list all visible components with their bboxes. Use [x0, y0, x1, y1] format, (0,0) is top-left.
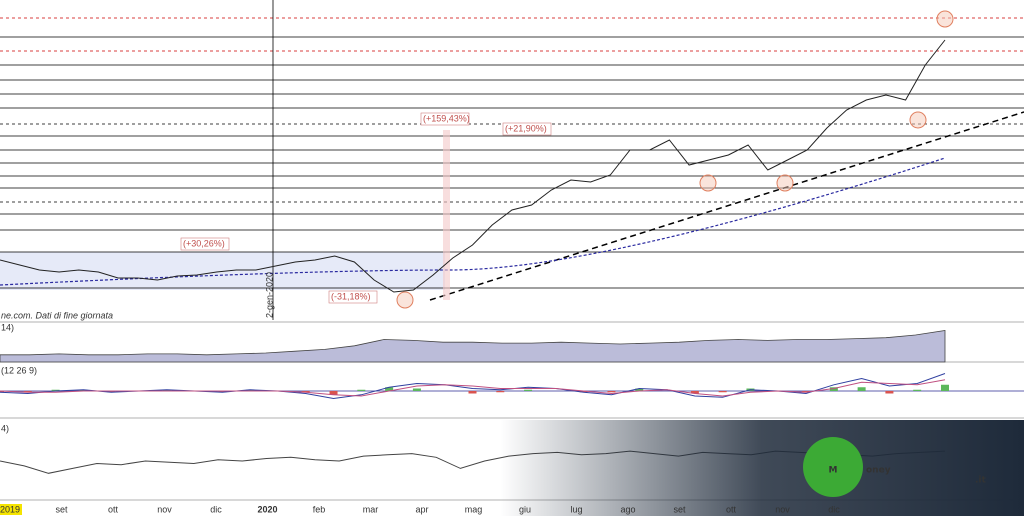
x-tick-label: ott: [108, 504, 119, 514]
histogram-bar: [0, 391, 4, 393]
histogram-bar: [162, 389, 171, 391]
histogram-bar: [635, 388, 644, 391]
histogram-bar: [718, 391, 727, 393]
highlight: [443, 130, 450, 300]
logo-circle: [803, 437, 863, 497]
histogram-bar: [885, 391, 894, 394]
logo-word: oney: [866, 466, 891, 476]
x-tick-label: 2020: [257, 504, 277, 514]
marker-circle: [909, 111, 927, 129]
x-tick-label: 2019: [0, 504, 20, 514]
x-tick-label: set: [673, 504, 686, 514]
histogram-bar: [329, 391, 338, 395]
annotation-box: [420, 112, 470, 126]
annotation-box: [502, 122, 552, 136]
histogram-bar: [941, 384, 949, 391]
histogram-bar: [829, 387, 838, 391]
histogram-bar: [246, 389, 255, 391]
x-tick-label: dic: [210, 504, 222, 514]
histogram-bar: [690, 391, 699, 394]
x-tick-label: set: [55, 504, 68, 514]
x-tick-label: giu: [519, 504, 531, 514]
panel-label: 4): [1, 423, 9, 433]
watermark-band: [500, 420, 1024, 516]
histogram-bar: [857, 387, 866, 391]
marker-circle: [936, 10, 954, 28]
histogram-bar: [607, 391, 616, 393]
histogram-bar: [802, 391, 811, 393]
histogram-bar: [412, 388, 421, 391]
logo-suffix: .it: [975, 476, 987, 486]
marker-circle: [776, 174, 794, 192]
histogram-bar: [496, 391, 505, 393]
histogram-bar: [385, 387, 394, 391]
histogram-bar: [579, 391, 588, 393]
trend-line: [429, 111, 1024, 301]
price-line: [0, 39, 946, 293]
x-tick-label: nov: [157, 504, 172, 514]
annotation-box: [328, 290, 378, 304]
date-label: 2-gen-2020: [264, 272, 274, 318]
marker-circle: [396, 291, 414, 309]
macd-line: [0, 379, 946, 397]
x-tick-label: apr: [415, 504, 428, 514]
x-tick-label: nov: [775, 504, 790, 514]
x-tick-label: feb: [313, 504, 326, 514]
x-tick-label: mag: [465, 504, 483, 514]
trend-curve: [0, 157, 946, 286]
logo-mark: M: [829, 466, 838, 476]
x-tick-label: mar: [363, 504, 379, 514]
histogram-bar: [79, 389, 88, 391]
x-tick-label: dic: [828, 504, 840, 514]
histogram-bar: [357, 389, 366, 391]
x-tick-label: ott: [726, 504, 737, 514]
volume-area: [0, 330, 946, 363]
annotation-box: [180, 237, 230, 251]
annotation: (+30,26%): [183, 238, 225, 248]
histogram-bar: [468, 391, 477, 394]
histogram-bar: [23, 391, 32, 393]
x-tick-label: ago: [620, 504, 635, 514]
annotation: (+159,43%): [423, 113, 470, 123]
marker-circle: [699, 174, 717, 192]
panel-label: (12 26 9): [1, 365, 37, 375]
panel-label: 14): [1, 322, 14, 332]
annotation: (+21,90%): [505, 123, 547, 133]
annotation: (-31,18%): [331, 291, 371, 301]
histogram-bar: [218, 391, 227, 393]
histogram-bar: [524, 389, 533, 391]
histogram-bar: [913, 389, 922, 391]
histogram-bar: [51, 389, 60, 391]
year-highlight: [0, 504, 22, 515]
x-tick-label: lug: [570, 504, 582, 514]
histogram-bar: [301, 391, 310, 393]
source-note: ne.com. Dati di fine giornata: [1, 310, 113, 320]
histogram-bar: [107, 391, 116, 393]
